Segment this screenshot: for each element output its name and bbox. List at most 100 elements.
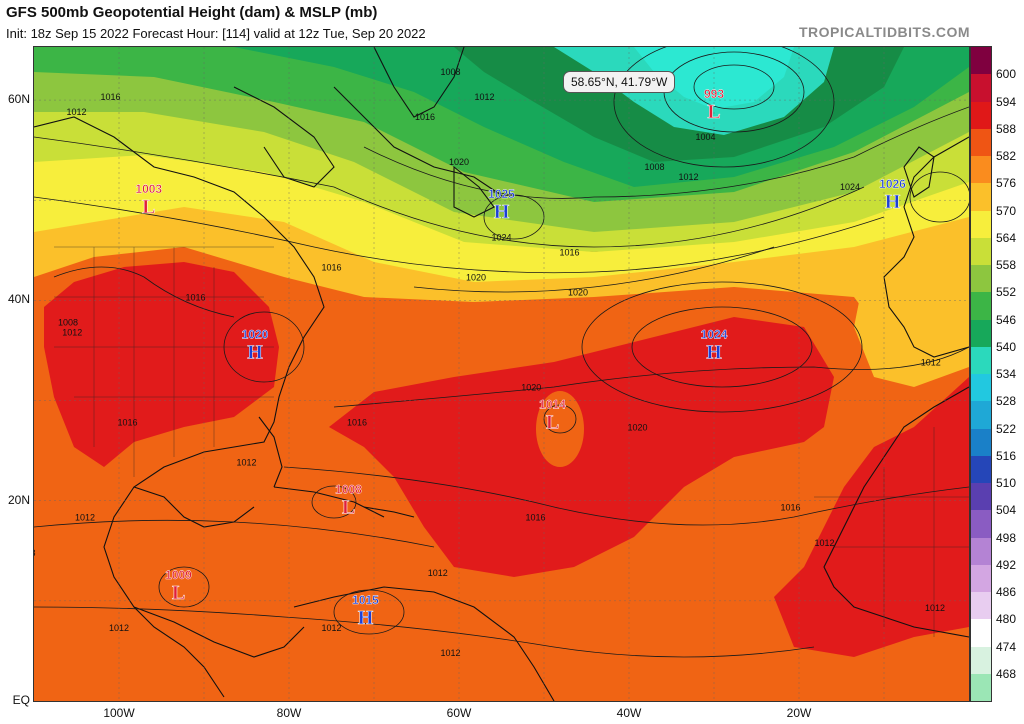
colorbar-label: 600	[996, 67, 1017, 82]
south-america-coast	[293, 586, 555, 701]
isobar-1020-north	[413, 246, 775, 293]
cursor-coordinate-readout: 58.65°N, 41.79°W	[563, 71, 676, 93]
isobar-label: 1012	[236, 458, 256, 468]
colorbar-label: 528	[996, 394, 1017, 409]
isobar-label: 1012	[109, 623, 129, 633]
latitude-label: EQ	[12, 693, 30, 707]
longitude-label: 40W	[616, 706, 642, 720]
forecast-map[interactable]: 1008 1012 1016 1012 1016 1020 1004 1008 1012 1024…	[33, 46, 970, 702]
colorbar-label: 570	[996, 203, 1017, 218]
colorbar-label: 534	[996, 367, 1017, 381]
colorbar-segment	[971, 619, 991, 647]
isobar-label: 1020	[466, 272, 486, 282]
isobar-label: 1016	[100, 92, 120, 102]
isobar-label: 1024	[491, 232, 511, 242]
lat-lon-grid	[34, 47, 969, 701]
isobar-low-993	[693, 64, 775, 110]
isobar-label: 1008	[58, 317, 78, 327]
isobar-label: 1020	[449, 157, 469, 167]
colorbar-label: 516	[996, 448, 1017, 463]
isobar-label: 1012	[440, 648, 460, 658]
isobar-1012	[34, 136, 865, 248]
colorbar-label: 480	[996, 612, 1017, 627]
isobar-label: 1004	[695, 132, 715, 142]
isobar-label: 1016	[780, 503, 800, 513]
colorbar-segment	[971, 510, 991, 538]
colorbar-label: 468	[996, 666, 1017, 681]
isobar-label: 1012	[921, 357, 941, 367]
isobar-label: 1016	[525, 513, 545, 523]
high-pressure-value: 1025	[488, 187, 515, 201]
colorbar-segment	[971, 401, 991, 429]
high-pressure-symbol: H	[494, 201, 510, 223]
isobar-1008	[363, 106, 969, 199]
isobar-high-1024	[631, 306, 813, 388]
greenland-coast	[373, 47, 465, 118]
high-pressure-symbol: H	[247, 341, 263, 363]
isobar-label: 1020	[521, 383, 541, 393]
high-pressure-value: 1024	[701, 327, 728, 341]
colorbar-segment	[971, 128, 991, 156]
high-pressure-value: 1026	[879, 177, 906, 191]
isobar-1012-south	[283, 466, 969, 526]
colorbar-label: 474	[996, 639, 1017, 654]
colorbar-label: 552	[996, 285, 1017, 300]
colorbar-segment	[971, 537, 991, 565]
isobar-label: 1016	[415, 112, 435, 122]
colorbar-segment	[971, 292, 991, 320]
isobar-label: 1020	[627, 423, 647, 433]
isobar-label: 1008	[34, 548, 36, 558]
colorbar-segment	[971, 673, 991, 701]
longitude-label: 20W	[786, 706, 812, 720]
low-pressure-symbol: L	[707, 101, 720, 123]
colorbar-segment	[971, 265, 991, 293]
isobar-1016-atlantic	[333, 346, 969, 408]
high-pressure-value: 1020	[242, 327, 269, 341]
isobar-1016	[34, 196, 885, 274]
isobar-1020-atlantic	[581, 281, 863, 413]
colorbar-segment	[971, 183, 991, 211]
height-588-atlantic-ridge	[329, 317, 834, 577]
colorbar-segment	[971, 101, 991, 129]
colorbar-segment	[971, 346, 991, 374]
colorbar-label: 486	[996, 585, 1017, 599]
site-brand[interactable]: TROPICALTIDBITS.COM	[798, 24, 970, 40]
central-america-coast	[133, 606, 305, 658]
colorbar-segment	[971, 210, 991, 238]
isobar-labels: 1008 1012 1016 1012 1016 1020 1004 1008 1012 1024…	[34, 67, 945, 658]
colorbar-segment	[971, 319, 991, 347]
high-pressure-symbol: H	[706, 341, 722, 363]
height-colorbar	[970, 46, 992, 702]
colorbar-segment	[971, 237, 991, 265]
map-subtitle: Init: 18z Sep 15 2022 Forecast Hour: [11…	[6, 26, 426, 41]
cuba-coast	[273, 486, 385, 518]
map-title: GFS 500mb Geopotential Height (dam) & MS…	[6, 4, 378, 21]
isobar-low-1008	[311, 485, 357, 519]
low-pressure-value: 1014	[539, 398, 566, 412]
colorbar-label: 594	[996, 94, 1017, 109]
latitude-label: 40N	[7, 292, 30, 307]
isobar-low-1009	[158, 566, 210, 608]
longitude-label: 100W	[103, 706, 135, 720]
colorbar-label: 564	[996, 230, 1017, 245]
low-pressure-symbol: L	[142, 196, 155, 218]
isobar-1012-tropics	[34, 606, 815, 658]
height-588-us-ridge	[44, 262, 279, 467]
colorbar-label: 492	[996, 557, 1017, 572]
colorbar-segment	[971, 483, 991, 511]
high-pressure-value: 1015	[352, 593, 379, 607]
isobar-low-1004	[613, 47, 835, 168]
isobar-label: 1016	[559, 247, 579, 257]
colorbar-segment	[971, 428, 991, 456]
isobar-label: 1012	[678, 172, 698, 182]
florida-coast	[258, 416, 283, 488]
high-pressure-symbol: H	[885, 191, 901, 213]
colorbar-label: 540	[996, 339, 1017, 354]
isobar-label: 1012	[814, 538, 834, 548]
isobar-label: 1024	[840, 182, 860, 192]
colorbar-segment	[971, 455, 991, 483]
colorbar-label: 522	[996, 421, 1017, 436]
uk-coast	[903, 146, 935, 198]
height-564-band	[34, 107, 969, 252]
isobars	[34, 47, 969, 658]
